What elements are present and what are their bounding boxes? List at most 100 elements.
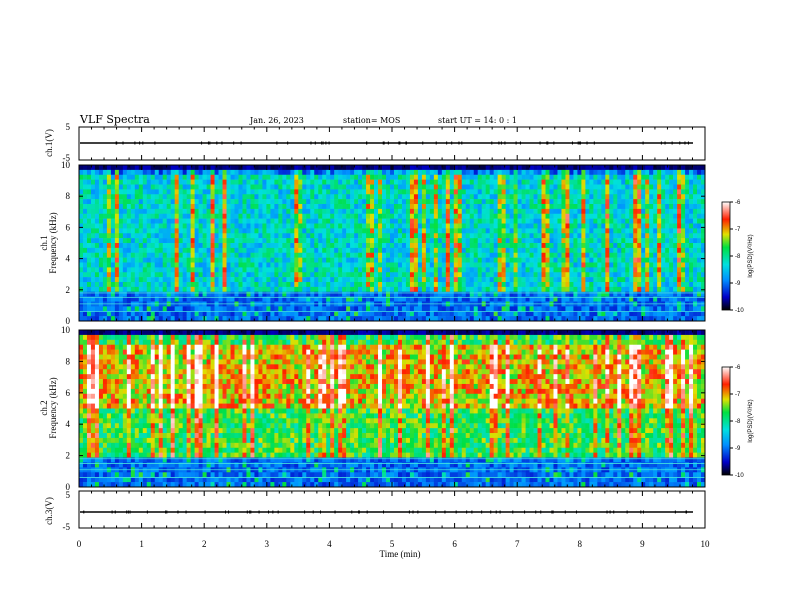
ch1-spectrogram-cell: [533, 208, 538, 215]
ch1-spectrogram-cell: [569, 272, 574, 278]
ch1-spectrogram-cell: [270, 179, 275, 185]
ch1-spectrogram-cell: [673, 277, 678, 283]
ch1-spectrogram-cell: [417, 165, 423, 171]
ch1-spectrogram-cell: [330, 213, 335, 219]
ch1-spectrogram-cell: [681, 169, 686, 176]
ch1-spectrogram-cell: [517, 169, 522, 176]
ch1-spectrogram-cell: [585, 267, 590, 273]
ch1-spectrogram-cell: [346, 262, 351, 268]
ch1-spectrogram-cell: [126, 204, 132, 210]
ch1-spectrogram-cell: [657, 194, 662, 200]
ch1-spectrogram-cell: [130, 243, 136, 249]
ch1-spectrogram-cell: [306, 165, 311, 171]
ch1-spectrogram-cell: [278, 282, 283, 288]
ch1-spectrogram-cell: [669, 277, 674, 283]
ch1-spectrogram-cell: [541, 291, 546, 297]
ch1-spectrogram-cell: [569, 296, 574, 302]
ch1-spectrogram-cell: [170, 257, 175, 263]
ch1-spectrogram-cell: [278, 218, 283, 224]
ch1-spectrogram-cell: [346, 165, 351, 171]
ch1-spectrogram-cell: [162, 169, 168, 176]
ch1-spectrogram-cell: [242, 272, 247, 278]
ch1-spectrogram-cell: [605, 179, 610, 185]
ch1-spectrogram-cell: [318, 228, 323, 234]
ch1-spectrogram-cell: [665, 174, 670, 180]
ch1-spectrogram-cell: [581, 247, 586, 254]
ch1-spectrogram-cell: [433, 184, 439, 190]
ch1-spectrogram-cell: [214, 223, 219, 229]
ch1-spectrogram-cell: [529, 204, 534, 210]
ch1-spectrogram-cell: [218, 306, 223, 312]
ch1-spectrogram-cell: [278, 213, 283, 219]
ch1-spectrogram-cell: [366, 311, 371, 317]
ch1-spectrogram-cell: [322, 267, 327, 273]
ch1-spectrogram-cell: [569, 282, 574, 288]
ch1-spectrogram-cell: [79, 272, 84, 278]
ch1-spectrogram-cell: [114, 169, 120, 176]
ch1-spectrogram-cell: [106, 311, 112, 317]
ch1-spectrogram-cell: [605, 199, 610, 205]
ch1-spectrogram-cell: [617, 257, 622, 263]
ch1-spectrogram-cell: [118, 218, 124, 224]
ch1-spectrogram-cell: [581, 213, 586, 219]
ch1-spectrogram-cell: [250, 311, 255, 317]
ch1-spectrogram-cell: [334, 272, 339, 278]
ch1-spectrogram-cell: [617, 262, 622, 268]
ch1-spectrogram-cell: [134, 316, 140, 322]
ch1-spectrogram-cell: [138, 228, 144, 234]
ch1-spectrogram-cell: [282, 169, 287, 176]
ch1-spectrogram-cell: [545, 228, 550, 234]
ch1-spectrogram-cell: [581, 218, 586, 224]
ch1-spectrogram-cell: [461, 252, 467, 258]
ch1-spectrogram-cell: [302, 286, 307, 293]
ch1-spectrogram-cell: [529, 306, 534, 312]
ch1-spectrogram-cell: [98, 272, 104, 278]
ch1-spectrogram-cell: [210, 306, 215, 312]
ch1-spectrogram-cell: [617, 194, 622, 200]
ch1-spectrogram-cell: [362, 262, 367, 268]
ch1-spectrogram-cell: [386, 296, 391, 302]
ch1-spectrogram-cell: [146, 218, 152, 224]
ch1-spectrogram-cell: [577, 257, 582, 263]
ch1-spectrogram-cell: [553, 243, 558, 249]
ch1-spectrogram-cell: [601, 262, 606, 268]
ch1-spectrogram-cell: [649, 208, 654, 215]
ch1-spectrogram-cell: [521, 267, 526, 273]
ch1-spectrogram-cell: [517, 238, 522, 244]
ch1-spectrogram-cell: [130, 204, 136, 210]
ch1-spectrogram-cell: [102, 218, 108, 224]
ch1-spectrogram-cell: [314, 184, 319, 190]
ch1-spectrogram-cell: [294, 291, 299, 297]
ch1-spectrogram-cell: [326, 238, 331, 244]
ch1-spectrogram-cell: [633, 252, 638, 258]
ch1-spectrogram-cell: [342, 238, 347, 244]
ch1-spectrogram-cell: [653, 277, 658, 283]
ch1-spectrogram-cell: [338, 204, 343, 210]
ch1-spectrogram-cell: [382, 296, 387, 302]
ch1-spectrogram-cell: [386, 174, 391, 180]
ch1-spectrogram-cell: [366, 306, 371, 312]
ch1-spectrogram-cell: [525, 223, 530, 229]
ch1-spectrogram-cell: [378, 189, 383, 195]
ch1-spectrogram-cell: [114, 277, 120, 283]
ch1-spectrogram-cell: [114, 243, 120, 249]
ch1-spectrogram-cell: [477, 267, 483, 273]
ch1-spectrogram-cell: [405, 306, 411, 312]
ch1-spectrogram-cell: [238, 165, 243, 171]
ch1-spectrogram-cell: [397, 223, 403, 229]
ch1-spectrogram-cell: [629, 243, 634, 249]
ch1-spectrogram-cell: [461, 208, 467, 215]
ch1-spectrogram-cell: [545, 238, 550, 244]
ch1-spectrogram-cell: [314, 247, 319, 254]
ch1-spectrogram-cell: [298, 267, 303, 273]
ch1-spectrogram-cell: [473, 257, 479, 263]
ch1-spectrogram-cell: [393, 286, 399, 293]
ch1-spectrogram-cell: [214, 213, 219, 219]
ch1-spectrogram-cell: [90, 189, 96, 195]
ch1-spectrogram-cell: [525, 277, 530, 283]
ch1-spectrogram-cell: [158, 184, 164, 190]
ch1-spectrogram-cell: [437, 184, 443, 190]
ch1-spectrogram-cell: [290, 311, 295, 317]
ch1-spectrogram-cell: [230, 233, 235, 239]
ch1-spectrogram-cell: [441, 272, 447, 278]
